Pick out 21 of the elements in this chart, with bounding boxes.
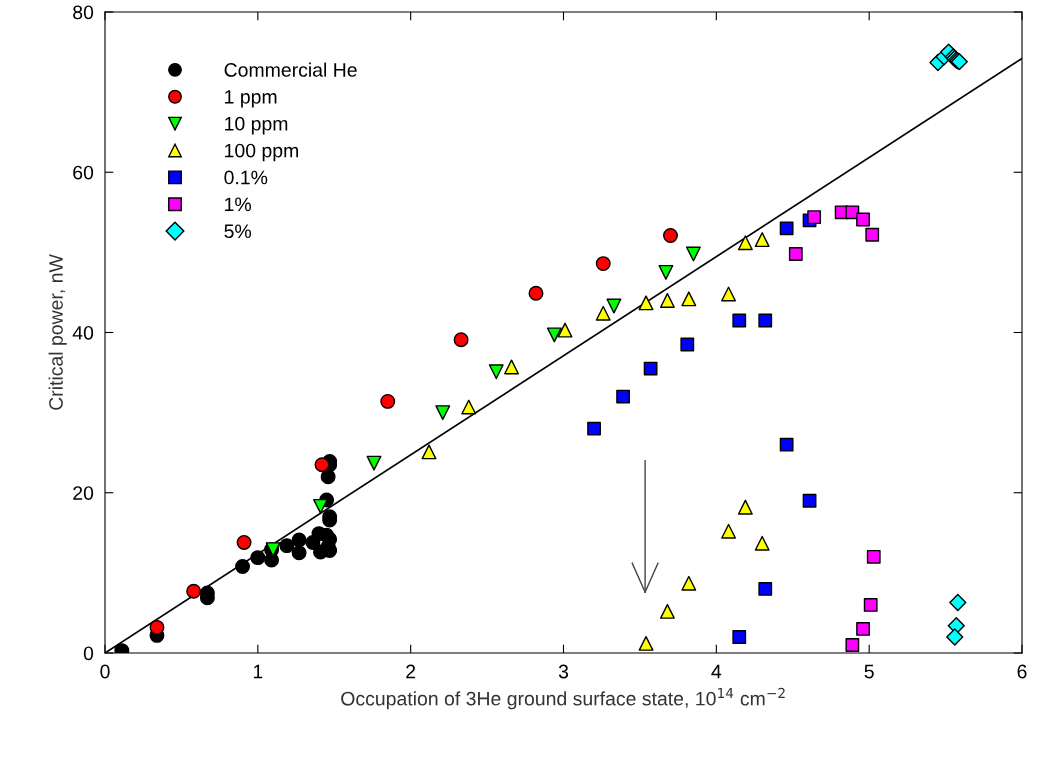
x-tick-label: 0 (100, 664, 110, 679)
y-tick-label: 60 (73, 165, 94, 180)
x-tick-label: 5 (864, 664, 874, 679)
legend-label: 1% (225, 197, 252, 212)
legend-label: Commercial He (224, 62, 357, 77)
legend-label: 100 ppm (225, 143, 298, 162)
x-tick-label: 2 (406, 664, 416, 679)
legend-label: 10 ppm (225, 116, 288, 135)
y-tick-label: 80 (73, 5, 94, 20)
legend-label: 1 ppm (225, 90, 277, 108)
x-tick-label: 6 (1017, 664, 1027, 679)
x-tick-label: 4 (711, 664, 722, 679)
x-tick-label: 3 (558, 664, 569, 679)
legend-label: 0.1% (224, 170, 268, 185)
y-tick-label: 40 (72, 325, 94, 340)
legend-label: 5% (224, 224, 252, 239)
y-axis-title: Critical power, nW (48, 254, 67, 410)
y-tick-label: 0 (83, 646, 94, 661)
y-tick-label: 20 (73, 486, 94, 500)
x-tick-label: 1 (253, 664, 263, 679)
x-axis-title: Occupation of 3He ground surface state, 10$^{14}$ cm$^{−2}$ (341, 687, 785, 710)
